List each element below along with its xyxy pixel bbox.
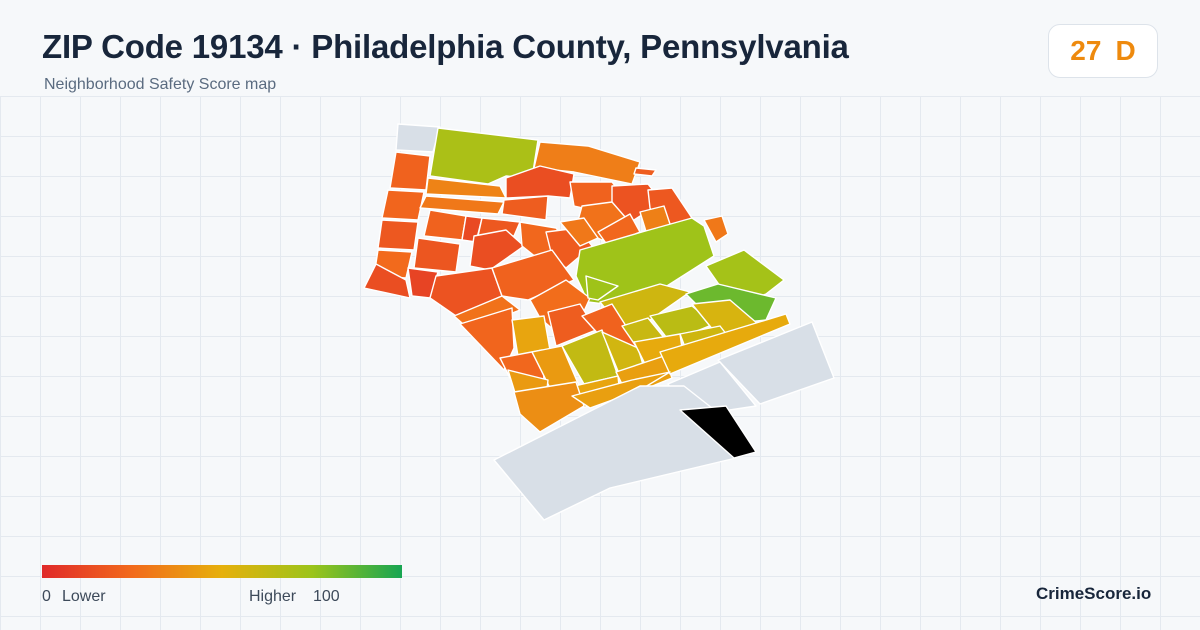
page-subtitle: Neighborhood Safety Score map xyxy=(44,76,277,93)
n-left-wedge-area[interactable] xyxy=(363,263,411,299)
legend-min-value: 0 xyxy=(42,588,51,605)
n-outside-1-area[interactable] xyxy=(395,123,441,153)
page-title: ZIP Code 19134 · Philadelphia County, Pe… xyxy=(42,28,849,65)
score-value: 27 xyxy=(1070,35,1102,66)
safety-score-badge: 27 D xyxy=(1048,24,1158,78)
legend-color-bar xyxy=(42,565,402,578)
n-top-strip-b-area[interactable] xyxy=(419,195,505,215)
n-left-col-3-area[interactable] xyxy=(377,219,419,251)
n-outside-2-area[interactable] xyxy=(717,321,835,405)
n-top-right-sliver-area[interactable] xyxy=(633,167,657,177)
n-r3-c3-area[interactable] xyxy=(469,229,525,271)
n-r8-c2-area[interactable] xyxy=(571,371,671,409)
brand-logo-text: CrimeScore.io xyxy=(1036,584,1152,603)
legend-max-label: Higher xyxy=(249,588,297,605)
n-top-green-area[interactable] xyxy=(429,127,539,185)
n-r2-c1-area[interactable] xyxy=(423,209,467,241)
legend-min-label: Lower xyxy=(62,588,106,605)
n-right-orange-area[interactable] xyxy=(703,215,729,243)
header-band xyxy=(0,0,1200,96)
n-r3-c6-area[interactable] xyxy=(559,217,599,247)
n-r2-c5-area[interactable] xyxy=(505,165,575,199)
n-r2-c4-area[interactable] xyxy=(501,195,549,221)
n-r8-c1-area[interactable] xyxy=(513,381,585,433)
n-r5-c1-area[interactable] xyxy=(459,307,515,371)
n-r2-c3-area[interactable] xyxy=(477,217,521,237)
n-r7-c4-area[interactable] xyxy=(659,313,791,375)
legend-max-value: 100 xyxy=(313,588,340,605)
score-grade: D xyxy=(1115,35,1136,66)
n-left-col-1-area[interactable] xyxy=(389,151,431,191)
n-r3-c1-area[interactable] xyxy=(413,237,461,273)
n-r4-c5-area[interactable] xyxy=(585,275,619,301)
n-left-col-2-area[interactable] xyxy=(381,189,425,221)
